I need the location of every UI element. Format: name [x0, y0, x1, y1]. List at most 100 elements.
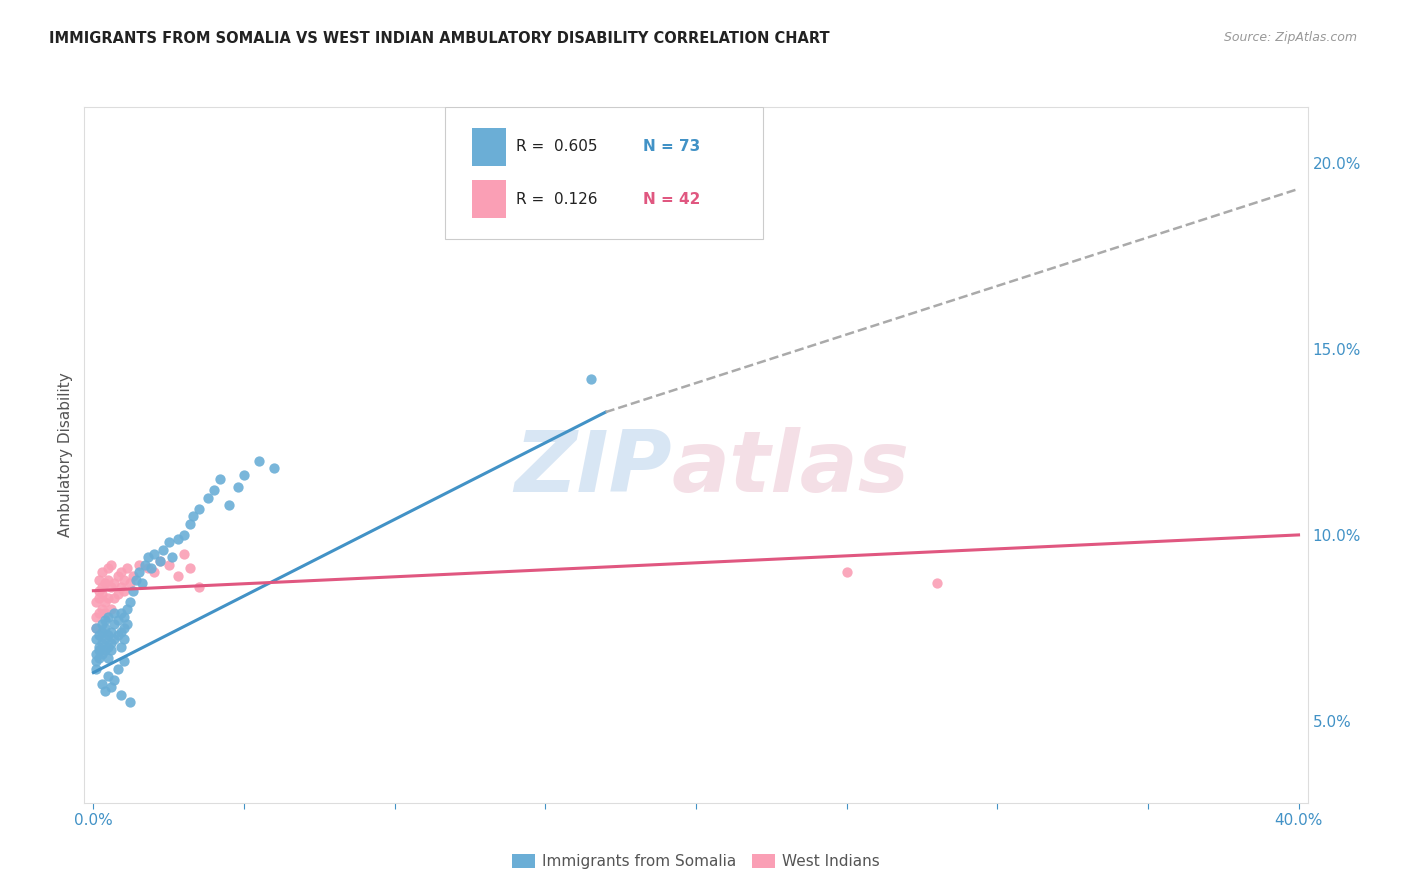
- Point: [107, 662, 129, 676]
- Point: [128, 565, 150, 579]
- Point: [112, 609, 135, 624]
- Point: [181, 509, 204, 524]
- Point: [94, 606, 117, 620]
- Point: [91, 602, 114, 616]
- Point: [157, 535, 180, 549]
- FancyBboxPatch shape: [472, 180, 506, 219]
- Point: [131, 576, 153, 591]
- Text: R =  0.605: R = 0.605: [516, 139, 598, 154]
- Point: [579, 371, 602, 385]
- Point: [86, 647, 108, 661]
- Point: [149, 554, 172, 568]
- Point: [100, 643, 122, 657]
- Point: [149, 554, 172, 568]
- Point: [100, 681, 122, 695]
- Point: [173, 528, 195, 542]
- Point: [110, 606, 132, 620]
- Point: [124, 573, 146, 587]
- Point: [89, 573, 111, 587]
- Point: [91, 636, 114, 650]
- Point: [97, 591, 120, 606]
- Text: N = 42: N = 42: [644, 192, 700, 207]
- Point: [89, 628, 111, 642]
- Point: [86, 654, 108, 668]
- Point: [121, 583, 143, 598]
- Point: [208, 472, 231, 486]
- Point: [112, 654, 135, 668]
- Point: [218, 498, 240, 512]
- Point: [107, 587, 129, 601]
- Point: [925, 576, 948, 591]
- Point: [142, 547, 165, 561]
- Point: [136, 561, 159, 575]
- Point: [115, 617, 138, 632]
- Point: [166, 532, 188, 546]
- FancyBboxPatch shape: [472, 128, 506, 166]
- Text: R =  0.126: R = 0.126: [516, 192, 598, 207]
- Point: [118, 576, 141, 591]
- Point: [86, 621, 108, 635]
- Point: [100, 636, 122, 650]
- Point: [187, 580, 209, 594]
- Point: [160, 550, 183, 565]
- Point: [128, 558, 150, 572]
- Point: [94, 684, 117, 698]
- Point: [91, 677, 114, 691]
- Point: [179, 561, 201, 575]
- Point: [197, 491, 219, 505]
- Text: atlas: atlas: [672, 427, 910, 510]
- Point: [100, 624, 122, 639]
- FancyBboxPatch shape: [446, 107, 763, 239]
- Point: [134, 558, 156, 572]
- Point: [118, 695, 141, 709]
- Point: [103, 673, 125, 687]
- Point: [115, 561, 138, 575]
- Point: [86, 609, 108, 624]
- Point: [91, 580, 114, 594]
- Point: [107, 628, 129, 642]
- Point: [86, 621, 108, 635]
- Point: [94, 614, 117, 628]
- Point: [86, 595, 108, 609]
- Point: [118, 595, 141, 609]
- Point: [97, 609, 120, 624]
- Point: [89, 583, 111, 598]
- Point: [97, 573, 120, 587]
- Point: [107, 614, 129, 628]
- Point: [166, 569, 188, 583]
- Point: [89, 643, 111, 657]
- Point: [263, 461, 285, 475]
- Point: [100, 602, 122, 616]
- Point: [136, 550, 159, 565]
- Text: Source: ZipAtlas.com: Source: ZipAtlas.com: [1223, 31, 1357, 45]
- Point: [152, 542, 174, 557]
- Point: [179, 516, 201, 531]
- Point: [835, 565, 858, 579]
- Point: [110, 624, 132, 639]
- Point: [103, 576, 125, 591]
- Point: [97, 561, 120, 575]
- Point: [91, 647, 114, 661]
- Point: [94, 595, 117, 609]
- Point: [100, 580, 122, 594]
- Point: [86, 632, 108, 646]
- Point: [89, 640, 111, 654]
- Legend: Immigrants from Somalia, West Indians: Immigrants from Somalia, West Indians: [506, 848, 886, 875]
- Point: [139, 561, 162, 575]
- Point: [103, 617, 125, 632]
- Point: [103, 606, 125, 620]
- Point: [94, 621, 117, 635]
- Text: IMMIGRANTS FROM SOMALIA VS WEST INDIAN AMBULATORY DISABILITY CORRELATION CHART: IMMIGRANTS FROM SOMALIA VS WEST INDIAN A…: [49, 31, 830, 46]
- Y-axis label: Ambulatory Disability: Ambulatory Disability: [58, 373, 73, 537]
- Point: [142, 565, 165, 579]
- Point: [94, 643, 117, 657]
- Point: [97, 628, 120, 642]
- Point: [97, 640, 120, 654]
- Point: [202, 483, 225, 498]
- Point: [112, 573, 135, 587]
- Point: [97, 650, 120, 665]
- Point: [247, 453, 270, 467]
- Point: [110, 580, 132, 594]
- Point: [103, 632, 125, 646]
- Point: [110, 565, 132, 579]
